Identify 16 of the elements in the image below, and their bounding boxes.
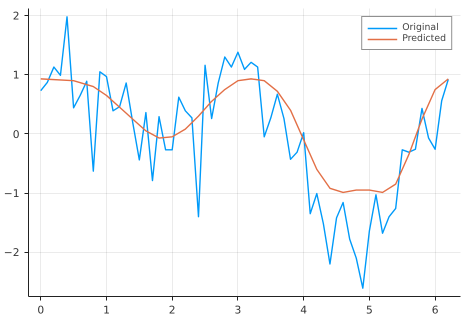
y-tick-label: 2: [12, 10, 20, 23]
line-series: [40, 16, 449, 289]
legend-label: Predicted: [402, 33, 446, 44]
y-tick-label: −1: [4, 187, 20, 200]
x-tick-label: 6: [432, 304, 439, 316]
x-tick-label: 5: [366, 304, 373, 316]
legend-label: Original: [402, 22, 439, 33]
line-series: [40, 78, 449, 194]
x-tick-label: 0: [37, 304, 44, 316]
y-tick-label: −2: [4, 246, 20, 260]
x-tick-label: 3: [234, 304, 242, 316]
x-tick-label: 4: [300, 304, 308, 316]
x-tick-label: 2: [168, 304, 176, 316]
x-tick-label: 1: [103, 304, 110, 316]
y-tick-label: 0: [12, 128, 20, 141]
y-tick-label: 1: [12, 68, 20, 82]
